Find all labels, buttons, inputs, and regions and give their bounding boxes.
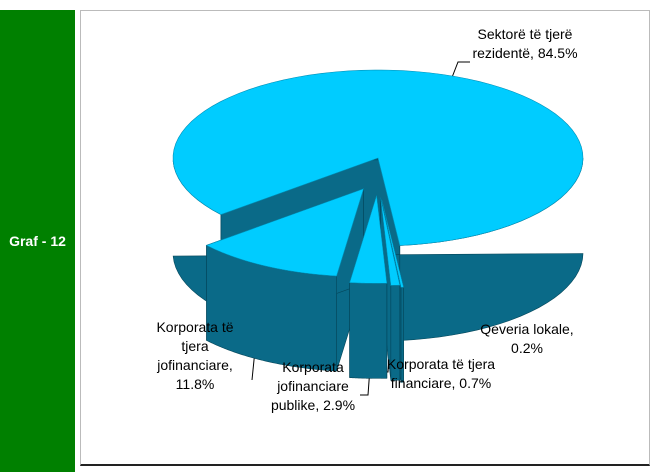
slice-top: [380, 197, 401, 286]
value-label: 11.8%: [175, 376, 215, 392]
category-label: Sektorë të tjerë rezidentë,: [472, 26, 573, 61]
slice-label: Qeveria lokale, 0.2%: [468, 320, 586, 358]
slice-top: [205, 188, 365, 277]
value-label: 0.2%: [511, 340, 543, 356]
value-label: 2.9%: [323, 397, 356, 413]
slice: [349, 195, 388, 379]
slice-label: Korporata të tjera financiare, 0.7%: [385, 355, 497, 393]
value-label: 84.5%: [537, 45, 578, 61]
category-label: Korporata jofinanciare publike,: [270, 359, 349, 413]
value-label: 0.7%: [459, 375, 492, 391]
figure-label: Graf - 12: [0, 10, 75, 472]
category-label: Korporata të tjera financiare,: [386, 356, 496, 391]
chart-frame: [80, 10, 650, 466]
slice-label: Korporata të tjera jofinanciare, 11.8%: [150, 318, 240, 394]
slice: [205, 188, 365, 372]
category-label: Qeveria lokale,: [480, 321, 574, 337]
slice: [380, 197, 401, 381]
slice-top: [349, 195, 388, 284]
slice-top: [172, 69, 584, 246]
slice-label: Korporata jofinanciare publike, 2.9%: [265, 358, 361, 415]
category-label: Korporata të tjera jofinanciare,: [156, 319, 234, 373]
slice-top: [381, 199, 404, 288]
slice-label: Sektorë të tjerë rezidentë, 84.5%: [470, 25, 580, 63]
